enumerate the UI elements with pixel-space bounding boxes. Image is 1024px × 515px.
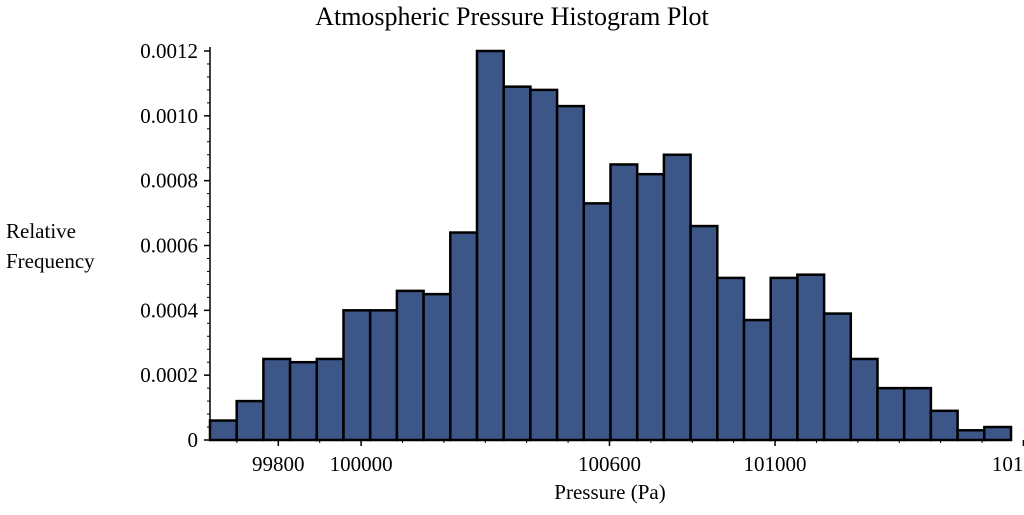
histogram-bar bbox=[849, 357, 879, 442]
y-axis-label: Relative Frequency bbox=[6, 216, 126, 276]
histogram-bars bbox=[208, 49, 1013, 442]
histogram-bar bbox=[208, 419, 238, 442]
y-tick-label: 0.0004 bbox=[140, 298, 198, 322]
histogram-bar bbox=[555, 104, 586, 442]
y-tick-label: 0 bbox=[188, 428, 199, 452]
x-axis-ticks: 99800 100000 100600 101000 101600 bbox=[236, 440, 1024, 476]
y-tick-label: 0.0008 bbox=[140, 169, 198, 193]
y-tick-label: 0.0010 bbox=[140, 104, 198, 128]
histogram-bar bbox=[609, 163, 639, 442]
histogram-bar bbox=[235, 399, 265, 442]
histogram-bar bbox=[929, 409, 959, 442]
histogram-bar bbox=[716, 276, 746, 442]
histogram-bar bbox=[342, 309, 372, 442]
x-tick-label: 100000 bbox=[330, 452, 393, 476]
x-tick-label: 101600 bbox=[992, 452, 1024, 476]
histogram-bar bbox=[822, 312, 853, 442]
histogram-bar bbox=[582, 202, 612, 442]
histogram-bar bbox=[368, 309, 399, 442]
histogram-bar bbox=[475, 49, 505, 442]
histogram-bar bbox=[449, 231, 479, 442]
histogram-bar bbox=[502, 85, 532, 442]
y-axis-label-line-1: Relative bbox=[6, 219, 76, 243]
histogram-bar bbox=[983, 425, 1013, 442]
histogram-bar bbox=[769, 276, 799, 442]
histogram-bar bbox=[395, 289, 425, 442]
histogram-bar bbox=[315, 357, 345, 442]
x-tick-label: 99800 bbox=[252, 452, 305, 476]
histogram-bar bbox=[529, 88, 559, 442]
histogram-bar bbox=[956, 429, 986, 442]
y-axis-ticks: 0 0.0002 0.0004 0.0006 0.0008 0.0010 0.0012 bbox=[140, 39, 210, 452]
histogram-bar bbox=[662, 153, 692, 442]
histogram-bar bbox=[902, 386, 933, 442]
y-tick-label: 0.0012 bbox=[140, 39, 198, 63]
y-axis-label-line-2: Frequency bbox=[6, 249, 95, 273]
x-tick-label: 100600 bbox=[578, 452, 641, 476]
x-tick-label: 101000 bbox=[744, 452, 807, 476]
histogram-bar bbox=[689, 224, 719, 442]
y-tick-label: 0.0002 bbox=[140, 363, 198, 387]
y-tick-label: 0.0006 bbox=[140, 234, 198, 258]
histogram-bar bbox=[288, 360, 319, 442]
histogram-bar bbox=[742, 318, 772, 442]
histogram-bar bbox=[262, 357, 292, 442]
histogram-bar bbox=[796, 273, 826, 442]
histogram-bar bbox=[876, 386, 906, 442]
chart-title: Atmospheric Pressure Histogram Plot bbox=[315, 2, 709, 31]
histogram-bar bbox=[635, 172, 666, 442]
histogram-bar bbox=[422, 292, 452, 442]
x-axis-label: Pressure (Pa) bbox=[554, 480, 666, 504]
